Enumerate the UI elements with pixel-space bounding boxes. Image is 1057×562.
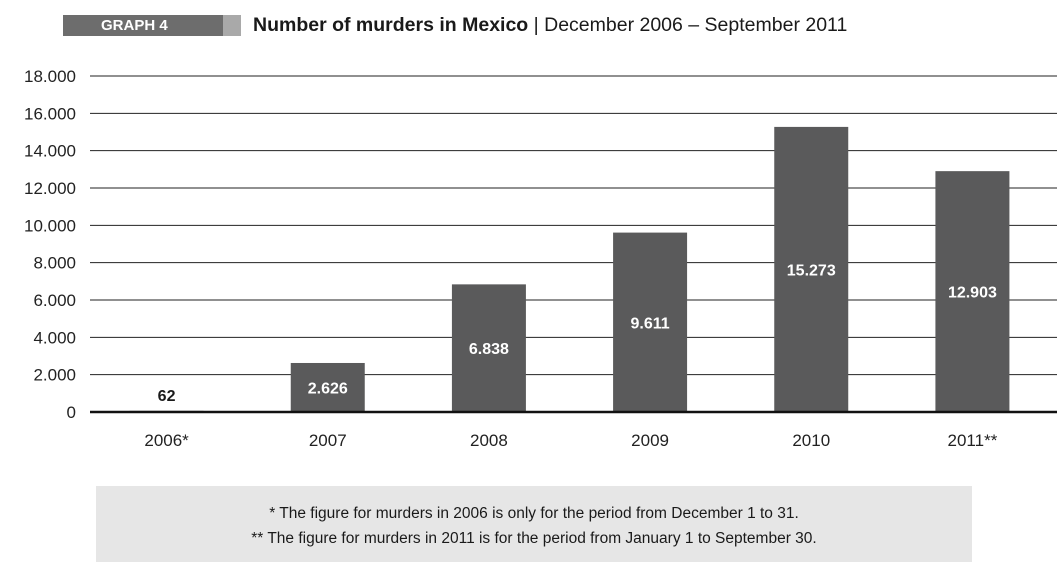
y-tick-label: 0 [67, 403, 76, 422]
y-tick-label: 14.000 [24, 142, 76, 161]
y-tick-label: 8.000 [33, 254, 76, 273]
bar-value-label: 62 [158, 388, 176, 405]
x-tick-label: 2006* [144, 431, 189, 450]
bar-value-label: 9.611 [631, 315, 670, 332]
y-tick-label: 16.000 [24, 104, 76, 123]
x-tick-label: 2010 [792, 431, 830, 450]
bar-chart: 0 2.000 4.000 6.000 8.000 10.000 12.000 14.000 1… [24, 67, 1057, 450]
bar-value-label: 15.273 [787, 262, 836, 279]
footnote-2011: ** The figure for murders in 2011 is for… [251, 530, 817, 547]
chart-header: GRAPH 4 Number of murders in Mexico | De… [63, 13, 847, 37]
y-tick-label: 18.000 [24, 67, 76, 86]
bar [774, 126, 849, 413]
bar [451, 284, 526, 412]
bar [613, 232, 688, 412]
y-tick-label: 6.000 [33, 291, 76, 310]
graph-number-label: GRAPH 4 [63, 14, 223, 36]
x-tick-label: 2007 [309, 431, 347, 450]
y-tick-label: 10.000 [24, 216, 76, 235]
x-tick-label: 2011** [948, 431, 998, 450]
bar-value-label: 2.626 [308, 380, 348, 397]
footnote-2006: * The figure for murders in 2006 is only… [269, 505, 799, 522]
y-tick-label: 12.000 [24, 179, 76, 198]
bar-value-label: 6.838 [469, 341, 509, 358]
chart-title-period: December 2006 – September 2011 [544, 13, 848, 36]
header-accent-block [223, 14, 241, 36]
y-tick-label: 2.000 [33, 366, 76, 385]
bar-value-label: 12.903 [948, 285, 997, 302]
chart-title: Number of murders in Mexico | December 2… [253, 14, 847, 37]
x-tick-label: 2009 [631, 431, 669, 450]
footnotes-box: * The figure for murders in 2006 is only… [96, 486, 972, 562]
chart-title-main: Number of murders in Mexico [253, 13, 529, 36]
chart-title-separator: | [528, 13, 545, 36]
y-tick-label: 4.000 [33, 328, 76, 347]
bar [290, 362, 365, 412]
header-spacer [241, 14, 253, 36]
x-tick-label: 2008 [470, 431, 508, 450]
bar [935, 171, 1010, 412]
